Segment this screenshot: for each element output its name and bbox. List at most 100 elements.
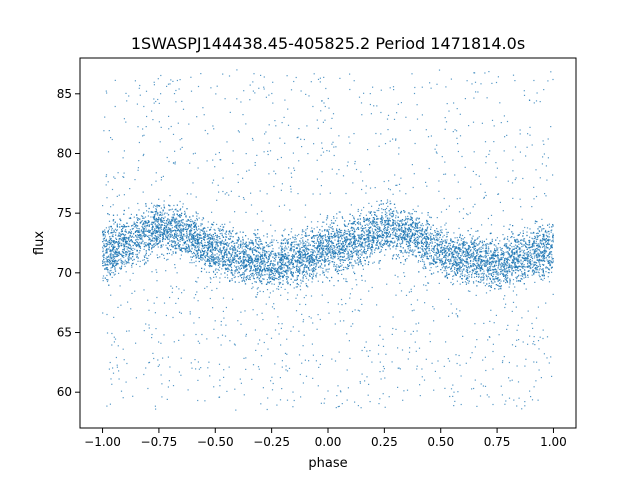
data-point — [505, 273, 508, 276]
data-point — [408, 255, 410, 257]
data-point — [386, 219, 389, 221]
data-point — [174, 225, 177, 227]
data-point — [358, 235, 360, 237]
data-point — [118, 251, 120, 253]
data-point — [535, 240, 537, 242]
data-point — [117, 252, 119, 254]
data-point — [331, 255, 333, 257]
data-point — [504, 269, 506, 271]
data-point — [286, 277, 288, 279]
data-point — [347, 253, 349, 255]
data-point — [178, 220, 180, 222]
data-point — [230, 242, 232, 244]
data-point — [307, 245, 309, 247]
data-point — [333, 253, 335, 255]
data-point — [430, 235, 432, 237]
data-point — [478, 264, 480, 266]
data-point — [182, 203, 184, 205]
data-point — [222, 264, 224, 266]
data-point — [330, 256, 332, 258]
data-point — [249, 265, 251, 267]
data-point — [179, 227, 181, 229]
data-point — [280, 250, 282, 252]
data-point — [204, 244, 206, 246]
data-point — [278, 278, 280, 281]
data-point — [123, 255, 125, 257]
data-point — [519, 250, 521, 252]
data-point — [444, 256, 446, 258]
data-point — [168, 219, 171, 221]
data-point — [193, 252, 195, 254]
data-point — [195, 212, 197, 214]
data-point — [128, 262, 130, 264]
data-point — [300, 265, 302, 267]
data-point — [431, 233, 433, 235]
data-point — [375, 247, 377, 249]
data-point — [199, 229, 202, 231]
data-point — [509, 271, 511, 273]
data-point — [473, 247, 475, 249]
data-point — [366, 217, 368, 219]
data-point — [470, 255, 472, 258]
data-point — [465, 251, 467, 253]
data-point — [215, 257, 217, 259]
data-point — [214, 247, 216, 249]
data-point — [218, 257, 220, 259]
data-point — [533, 263, 535, 265]
data-point — [237, 265, 239, 267]
data-point — [133, 216, 135, 218]
data-point — [492, 282, 494, 284]
data-point — [437, 234, 439, 237]
data-point — [220, 243, 222, 245]
data-point — [351, 215, 354, 217]
data-point — [170, 209, 172, 211]
data-point — [353, 228, 355, 231]
data-point — [188, 236, 190, 238]
data-point — [113, 274, 115, 276]
data-point — [150, 216, 152, 218]
data-point — [532, 266, 534, 268]
data-point — [347, 251, 349, 253]
data-point — [115, 253, 117, 255]
data-point — [108, 226, 110, 228]
data-point — [195, 228, 197, 231]
data-point — [318, 253, 320, 255]
data-point — [230, 258, 232, 260]
data-point — [192, 221, 194, 223]
data-point — [159, 232, 161, 234]
data-point — [482, 274, 484, 276]
data-point — [427, 232, 429, 234]
data-point — [271, 244, 273, 246]
data-point — [352, 236, 354, 238]
data-point — [403, 232, 405, 234]
data-point — [397, 245, 399, 247]
data-point — [513, 245, 515, 248]
data-point — [213, 276, 215, 278]
data-point — [128, 244, 130, 246]
data-point — [254, 265, 256, 268]
data-point — [130, 248, 132, 250]
data-point — [103, 264, 106, 266]
data-point — [339, 270, 341, 272]
data-point — [545, 251, 548, 253]
data-point — [136, 227, 138, 229]
data-point — [456, 237, 458, 239]
data-point — [350, 227, 352, 229]
data-point — [307, 268, 310, 270]
data-point — [532, 269, 534, 271]
data-point — [529, 236, 531, 238]
data-point — [530, 263, 532, 265]
data-point — [520, 275, 522, 277]
data-point — [502, 234, 504, 236]
data-point — [369, 240, 371, 242]
data-point — [368, 220, 370, 222]
data-point — [402, 252, 404, 254]
data-point — [511, 274, 513, 277]
data-point — [286, 248, 288, 250]
data-point — [113, 230, 115, 232]
data-point — [359, 259, 361, 262]
data-point — [232, 251, 234, 254]
data-point — [363, 206, 365, 209]
data-point — [346, 249, 348, 251]
data-point — [155, 227, 157, 229]
